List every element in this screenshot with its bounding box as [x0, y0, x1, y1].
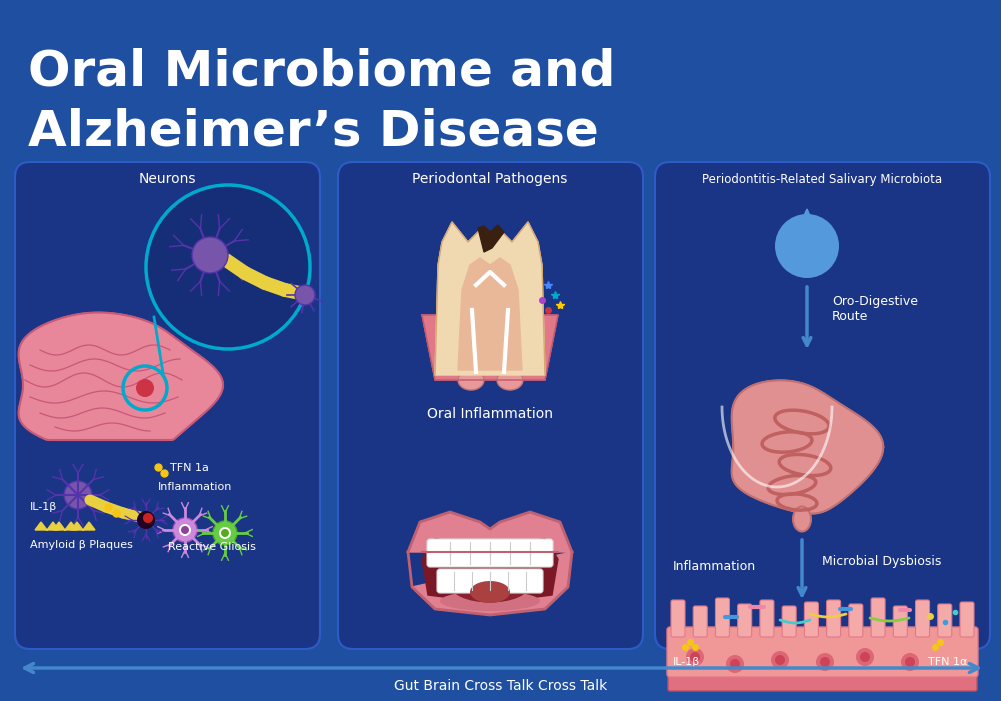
Ellipse shape: [450, 568, 530, 602]
FancyBboxPatch shape: [893, 606, 907, 637]
Polygon shape: [422, 315, 558, 380]
Circle shape: [64, 481, 92, 509]
Polygon shape: [458, 258, 522, 370]
FancyBboxPatch shape: [694, 606, 708, 637]
Text: Neurons: Neurons: [138, 172, 196, 186]
Text: Amyloid β Plaques: Amyloid β Plaques: [30, 540, 133, 550]
Circle shape: [775, 214, 839, 278]
FancyBboxPatch shape: [871, 598, 885, 637]
Text: Inflammation: Inflammation: [673, 561, 756, 573]
FancyBboxPatch shape: [667, 627, 978, 677]
Polygon shape: [71, 522, 95, 530]
Text: Gut Brain Cross Talk Cross Talk: Gut Brain Cross Talk Cross Talk: [394, 679, 608, 693]
FancyBboxPatch shape: [668, 660, 977, 691]
Text: Oral Inflammation: Oral Inflammation: [427, 407, 553, 421]
Circle shape: [173, 518, 197, 542]
Circle shape: [905, 657, 915, 667]
Polygon shape: [422, 539, 558, 603]
Circle shape: [771, 651, 789, 669]
Circle shape: [816, 653, 834, 671]
Polygon shape: [408, 512, 572, 615]
FancyBboxPatch shape: [938, 604, 952, 637]
Circle shape: [143, 513, 153, 523]
FancyBboxPatch shape: [827, 600, 841, 637]
Circle shape: [686, 648, 704, 666]
Circle shape: [221, 529, 229, 537]
Circle shape: [690, 652, 700, 662]
Circle shape: [901, 653, 919, 671]
Text: Reactive Gliosis: Reactive Gliosis: [168, 542, 256, 552]
FancyBboxPatch shape: [849, 604, 863, 637]
Circle shape: [820, 657, 830, 667]
Circle shape: [192, 237, 228, 273]
Polygon shape: [19, 313, 223, 440]
Polygon shape: [435, 222, 545, 375]
Text: IL-1β: IL-1β: [30, 502, 57, 512]
Text: Inflammation: Inflammation: [158, 482, 232, 492]
FancyBboxPatch shape: [655, 162, 990, 649]
Text: Oro-Digestive
Route: Oro-Digestive Route: [832, 295, 918, 323]
Text: Periodontitis-Related Salivary Microbiota: Periodontitis-Related Salivary Microbiot…: [702, 172, 942, 186]
Ellipse shape: [497, 370, 523, 390]
Polygon shape: [789, 209, 825, 249]
Text: Oral Microbiome and: Oral Microbiome and: [28, 48, 616, 96]
Circle shape: [179, 524, 191, 536]
Circle shape: [181, 526, 189, 534]
Circle shape: [219, 527, 231, 539]
Text: Microbial Dysbiosis: Microbial Dysbiosis: [822, 555, 941, 569]
Polygon shape: [35, 522, 59, 530]
Polygon shape: [478, 225, 504, 252]
FancyBboxPatch shape: [760, 600, 774, 637]
FancyBboxPatch shape: [960, 602, 974, 637]
Text: TFN 1a: TFN 1a: [170, 463, 209, 473]
Circle shape: [730, 659, 740, 669]
FancyBboxPatch shape: [427, 539, 553, 567]
Circle shape: [295, 285, 315, 305]
FancyBboxPatch shape: [716, 598, 730, 637]
FancyBboxPatch shape: [805, 602, 819, 637]
Ellipse shape: [458, 370, 484, 390]
Circle shape: [136, 379, 154, 397]
Polygon shape: [732, 381, 883, 514]
Text: IL-1β: IL-1β: [673, 657, 701, 667]
FancyBboxPatch shape: [338, 162, 643, 649]
Ellipse shape: [440, 591, 540, 611]
Circle shape: [856, 648, 874, 666]
Circle shape: [860, 652, 870, 662]
Text: Periodontal Pathogens: Periodontal Pathogens: [412, 172, 568, 186]
Circle shape: [137, 511, 155, 529]
Circle shape: [146, 185, 310, 349]
FancyBboxPatch shape: [916, 600, 930, 637]
Text: TFN 1α: TFN 1α: [928, 657, 967, 667]
Ellipse shape: [793, 507, 811, 531]
Polygon shape: [53, 522, 77, 530]
Circle shape: [213, 521, 237, 545]
Text: Alzheimer’s Disease: Alzheimer’s Disease: [28, 108, 599, 156]
FancyBboxPatch shape: [738, 604, 752, 637]
FancyBboxPatch shape: [782, 606, 796, 637]
Circle shape: [775, 655, 785, 665]
FancyBboxPatch shape: [15, 162, 320, 649]
Ellipse shape: [470, 581, 510, 603]
FancyBboxPatch shape: [437, 569, 543, 593]
Circle shape: [726, 655, 744, 673]
FancyBboxPatch shape: [671, 600, 685, 637]
